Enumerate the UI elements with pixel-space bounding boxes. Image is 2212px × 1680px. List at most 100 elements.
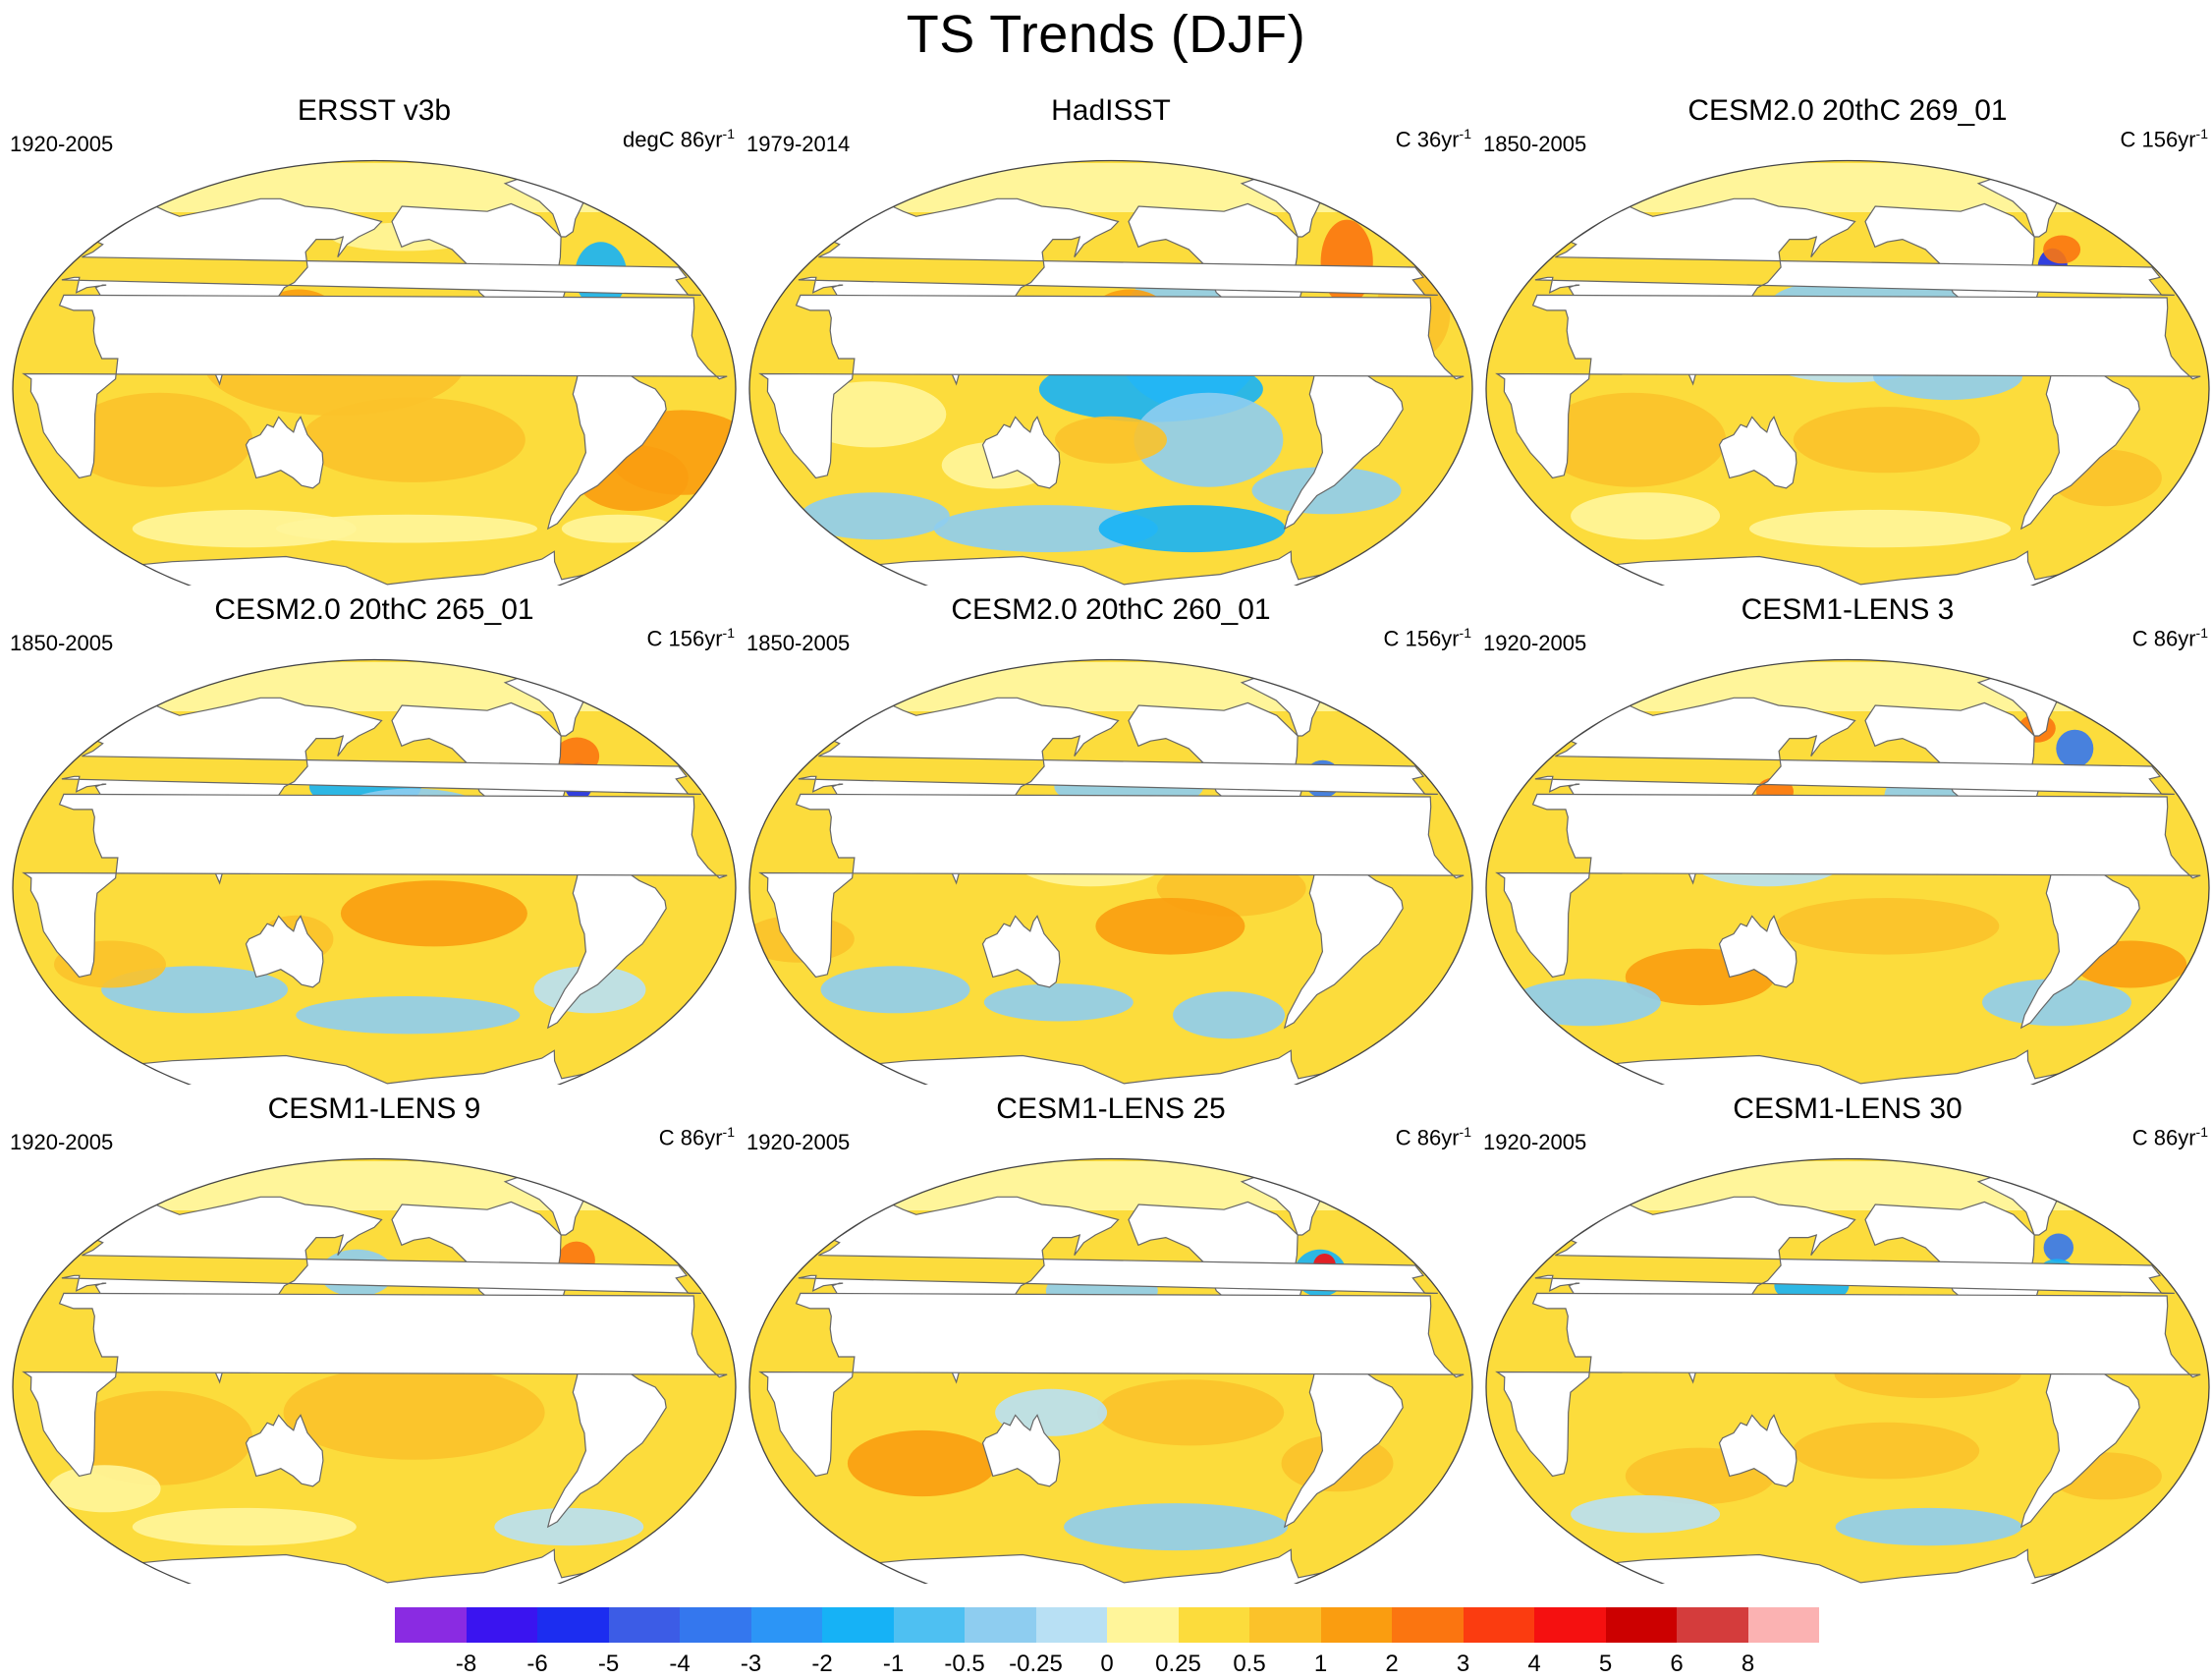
continent-australia <box>1718 416 1797 489</box>
map-layer <box>1486 1158 2209 1584</box>
arctic-band <box>749 662 1472 711</box>
panel-units: C 86yr-1 <box>658 1124 735 1150</box>
colorbar-swatch <box>1747 1607 1819 1643</box>
continent-australia <box>245 416 324 489</box>
trend-anomaly <box>494 1507 644 1546</box>
colorbar-label: 0.25 <box>1155 1651 1201 1677</box>
colorbar-label: -4 <box>669 1651 691 1677</box>
map-outline <box>12 658 737 1085</box>
colorbar-swatch <box>1463 1607 1534 1643</box>
continent-africa <box>1495 1292 2201 1478</box>
panel-title: ERSST v3b <box>297 94 452 127</box>
trend-anomaly <box>1098 505 1286 553</box>
trend-anomaly <box>2043 235 2081 264</box>
figure-title: TS Trends (DJF) <box>906 5 1306 64</box>
trend-anomaly <box>2043 1233 2074 1262</box>
colorbar-label: 2 <box>1385 1651 1399 1677</box>
world-map <box>1485 159 2210 586</box>
colorbar-swatch <box>822 1607 894 1643</box>
colorbar-label: 0.5 <box>1233 1651 1266 1677</box>
trend-anomaly <box>1539 392 1727 487</box>
colorbar-swatch <box>1605 1607 1677 1643</box>
colorbar-label: -5 <box>597 1651 620 1677</box>
continent-africa <box>758 1292 1465 1478</box>
continent-africa <box>22 1292 728 1478</box>
colorbar-swatch <box>1249 1607 1321 1643</box>
colorbar-labels: -8 -6 -5 -4 -3 -2 -1 -0.5 -0.25 0 0.25 0.5 1 2 3 4 5 6 8 <box>395 1651 1819 1680</box>
colorbar-label: 4 <box>1527 1651 1541 1677</box>
trend-anomaly <box>301 397 525 482</box>
map-layer <box>13 1158 736 1584</box>
world-map <box>1485 658 2210 1085</box>
world-map <box>12 658 737 1085</box>
colorbar-label: 8 <box>1741 1651 1755 1677</box>
map-layer <box>749 160 1472 586</box>
map-outline <box>12 159 737 586</box>
trend-anomaly <box>66 1390 253 1485</box>
map-panel-lens-25: CESM1-LENS 25 1920-2005 C 86yr-1 <box>743 1092 1479 1584</box>
continent-australia <box>1718 1414 1797 1487</box>
panel-period: 1920-2005 <box>747 1130 851 1154</box>
trend-anomaly <box>296 996 521 1035</box>
continent-australia <box>981 416 1061 489</box>
colorbar-label: 6 <box>1670 1651 1684 1677</box>
map-outline <box>12 1157 737 1584</box>
map-panel-cesm2-260: CESM2.0 20thC 260_01 1850-2005 C 156yr-1 <box>743 593 1479 1085</box>
trend-anomaly <box>1511 979 1661 1027</box>
map-outline <box>1485 1157 2210 1584</box>
continent-americaS <box>546 1361 667 1529</box>
colorbar <box>395 1607 1819 1643</box>
colorbar-swatch <box>1178 1607 1249 1643</box>
trend-anomaly <box>983 983 1134 1022</box>
continent-africa <box>22 793 728 979</box>
trend-anomaly <box>1571 1495 1721 1534</box>
world-map <box>748 658 1473 1085</box>
panel-period: 1920-2005 <box>10 1130 114 1154</box>
trend-anomaly <box>340 880 527 947</box>
arctic-band <box>13 662 736 711</box>
trend-anomaly <box>1064 1503 1289 1551</box>
trend-anomaly <box>1835 1507 2022 1546</box>
arctic-band <box>13 163 736 212</box>
map-outline <box>748 658 1473 1085</box>
arctic-band <box>1486 1161 2209 1210</box>
colorbar-label: 3 <box>1456 1651 1470 1677</box>
colorbar-swatch <box>893 1607 965 1643</box>
continent-australia <box>1718 915 1797 988</box>
map-panel-cesm2-265: CESM2.0 20thC 265_01 1850-2005 C 156yr-1 <box>6 593 743 1085</box>
map-outline <box>748 159 1473 586</box>
arctic-band <box>13 1161 736 1210</box>
panel-period: 1920-2005 <box>1483 631 1587 655</box>
arctic-band <box>749 163 1472 212</box>
trend-anomaly <box>847 1429 997 1497</box>
world-map <box>12 1157 737 1584</box>
panel-period: 1850-2005 <box>10 631 114 655</box>
map-panel-cesm2-269: CESM2.0 20thC 269_01 1850-2005 C 156yr-1 <box>1479 94 2212 586</box>
colorbar-swatch <box>680 1607 751 1643</box>
panel-title: CESM2.0 20thC 269_01 <box>1687 94 2008 127</box>
colorbar-swatch <box>965 1607 1036 1643</box>
map-outline <box>748 1157 1473 1584</box>
panel-period: 1850-2005 <box>747 631 851 655</box>
colorbar-label: 1 <box>1313 1651 1328 1677</box>
trend-anomaly <box>1571 492 1721 540</box>
trend-anomaly <box>132 509 357 548</box>
continent-australia <box>245 915 324 988</box>
continent-australia <box>245 1414 324 1487</box>
map-layer <box>13 160 736 586</box>
continent-americaS <box>2019 363 2140 531</box>
map-panel-lens-30: CESM1-LENS 30 1920-2005 C 86yr-1 <box>1479 1092 2212 1584</box>
trend-anomaly <box>797 381 947 448</box>
panel-units: C 36yr-1 <box>1395 126 1471 152</box>
trend-anomaly <box>2056 729 2094 768</box>
map-layer <box>1486 659 2209 1085</box>
colorbar-swatch <box>466 1607 537 1643</box>
trend-anomaly <box>1134 392 1284 487</box>
trend-anomaly <box>1055 416 1167 464</box>
panel-units: C 86yr-1 <box>1395 1124 1471 1150</box>
continent-americaS <box>2019 1361 2140 1529</box>
continent-americaS <box>1283 1361 1404 1529</box>
colorbar-label: 0 <box>1100 1651 1114 1677</box>
trend-anomaly <box>933 505 1158 553</box>
panel-title: CESM1-LENS 30 <box>1733 1092 1963 1125</box>
